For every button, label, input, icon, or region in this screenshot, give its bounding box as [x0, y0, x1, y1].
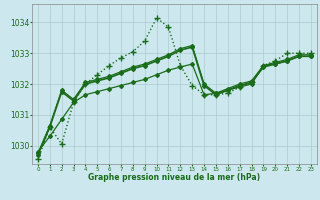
X-axis label: Graphe pression niveau de la mer (hPa): Graphe pression niveau de la mer (hPa) — [88, 173, 260, 182]
